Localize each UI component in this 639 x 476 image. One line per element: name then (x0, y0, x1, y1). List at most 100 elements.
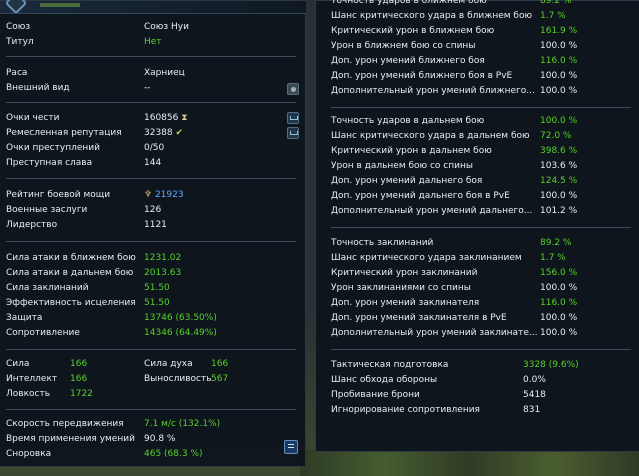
stat-row: Шанс критического удара в дальнем бою 72… (331, 130, 631, 143)
stat-label: Урон в дальнем бою со спины (331, 161, 473, 171)
hourglass-icon: ⧗ (181, 113, 188, 123)
stat-label: Эффективность исцеления (6, 298, 136, 308)
stat-label: Точность ударов в дальнем бою (331, 116, 485, 126)
separator (331, 227, 631, 228)
stat-value: 100.0 % (540, 71, 578, 81)
stat-label: Урон в ближнем бою со спины (331, 41, 476, 51)
stat-value: 100.0 % (540, 41, 578, 51)
stat-label: Шанс обхода обороны (331, 375, 438, 385)
stat-value: 116.0 % (540, 56, 578, 66)
stat-label: Защита (6, 313, 43, 323)
crime-row: Очки преступлений 0/50 (6, 142, 296, 155)
stat-value: 100.0 % (540, 191, 578, 201)
union-row: Союз Союз Нуи (6, 21, 296, 34)
stat-label: Шанс критического удара в дальнем бою (331, 131, 530, 141)
stat-value: 3328 (9.6%) (523, 360, 579, 370)
stat-label: Дополнительный урон умений заклинате... (331, 328, 538, 338)
stat-label: Сила атаки в ближнем бою (6, 253, 136, 263)
honor-shop-cart-icon[interactable] (287, 112, 299, 124)
stat-label: Дополнительный урон умений дальнего... (331, 206, 533, 216)
trophy-icon: ♆ (144, 190, 153, 200)
stat-row: Точность ударов в ближнем бою 89.2 % (331, 0, 631, 8)
stat-row: Скорость передвижения 7.1 м/с (132.1%) (6, 418, 296, 431)
strength-label: Сила (6, 359, 30, 369)
strength-value: 166 (70, 359, 88, 369)
stat-value: 1231.02 (144, 253, 182, 263)
gear-score-value: 21923 (154, 190, 184, 200)
separator (331, 107, 631, 108)
merits-row: Военные заслуги 126 (6, 204, 296, 217)
stat-value: 100.0 % (540, 116, 578, 126)
details-list-button[interactable] (284, 440, 298, 454)
attribute-row: Интеллект 166 Выносливость 567 (6, 373, 296, 386)
separator (6, 409, 296, 410)
stat-row: Тактическая подготовка 3328 (9.6%) (331, 359, 631, 372)
stat-label: Доп. урон умений заклинателя (331, 298, 480, 308)
separator (331, 349, 631, 350)
stat-value: 465 (68.3 %) (144, 449, 203, 459)
stat-row: Критический урон в дальнем бою 398.6 % (331, 145, 631, 158)
title-label: Титул (6, 37, 34, 47)
ground-terrain (300, 450, 639, 476)
craft-shop-cart-icon[interactable] (287, 127, 299, 139)
stat-row: Игнорирование сопротивления 831 (331, 404, 631, 417)
race-row: Раса Харниец (6, 67, 296, 80)
stat-label: Сопротивление (6, 328, 80, 338)
intellect-value: 166 (70, 374, 88, 384)
stat-label: Доп. урон умений ближнего боя (331, 56, 485, 66)
stat-label: Сноровка (6, 449, 52, 459)
emblem-icon (4, 0, 28, 15)
appearance-label: Внешний вид (6, 83, 70, 93)
stat-row: Урон заклинаниями со спины 100.0 % (331, 282, 631, 295)
stat-row: Сноровка 465 (68.3 %) (6, 448, 296, 461)
separator (6, 102, 296, 103)
stat-row: Эффективность исцеления 51.50 (6, 297, 296, 310)
craft-reputation-label: Ремесленная репутация (6, 128, 122, 138)
stat-value: 0.0% (523, 375, 546, 385)
appearance-row: Внешний вид -- (6, 82, 296, 95)
stat-row: Пробивание брони 5418 (331, 389, 631, 402)
stat-row: Доп. урон умений дальнего боя 124.5 % (331, 175, 631, 188)
check-icon: ✔ (175, 128, 184, 138)
stat-row: Время применения умений 90.8 % (6, 433, 296, 446)
stat-value: 100.0 % (540, 283, 578, 293)
infamy-label: Преступная слава (6, 158, 93, 168)
stat-value: 100.0 % (540, 313, 578, 323)
stat-value: 90.8 % (144, 434, 176, 444)
stamina-value: 567 (211, 374, 229, 384)
stat-label: Пробивание брони (331, 390, 420, 400)
stamina-label: Выносливость (144, 374, 212, 384)
leadership-label: Лидерство (6, 220, 58, 230)
stat-row: Дополнительный урон умений заклинате... … (331, 327, 631, 340)
stat-row: Урон в дальнем бою со спины 103.6 % (331, 160, 631, 173)
stat-label: Критический урон в дальнем бою (331, 146, 492, 156)
spirit-value: 166 (211, 359, 229, 369)
stat-row: Сила атаки в ближнем бою 1231.02 (6, 252, 296, 265)
stat-row: Урон в ближнем бою со спины 100.0 % (331, 40, 631, 53)
stat-label: Доп. урон умений ближнего боя в PvE (331, 71, 513, 81)
stat-value: 103.6 % (540, 161, 578, 171)
stat-row: Шанс критического удара заклинанием 1.7 … (331, 252, 631, 265)
craft-reputation-value-wrap: 32388 ✔ (144, 127, 183, 140)
stat-row: Сопротивление 14346 (64.49%) (6, 327, 296, 340)
stat-label: Точность ударов в ближнем бою (331, 0, 487, 6)
race-value: Харниец (144, 68, 185, 78)
agility-value: 1722 (70, 389, 93, 399)
appearance-eye-icon[interactable] (287, 83, 299, 95)
spirit-label: Сила духа (144, 359, 193, 369)
honor-value: 160856 (144, 113, 179, 123)
stat-row: Сила атаки в дальнем бою 2013.63 (6, 267, 296, 280)
stat-value: 51.50 (144, 298, 170, 308)
stat-row: Доп. урон умений заклинателя в PvE 100.0… (331, 312, 631, 325)
stat-row: Доп. урон умений ближнего боя в PvE 100.… (331, 70, 631, 83)
stat-label: Сила заклинаний (6, 283, 89, 293)
stat-label: Сила атаки в дальнем бою (6, 268, 134, 278)
gear-score-value-wrap: ♆ 21923 (144, 189, 184, 202)
attribute-row: Ловкость 1722 (6, 388, 296, 401)
honor-value-wrap: 160856 ⧗ (144, 112, 188, 125)
stat-row: Дополнительный урон умений ближнего... 1… (331, 85, 631, 98)
infamy-value: 144 (144, 158, 162, 168)
separator (6, 56, 296, 57)
title-value[interactable]: Нет (144, 37, 162, 47)
